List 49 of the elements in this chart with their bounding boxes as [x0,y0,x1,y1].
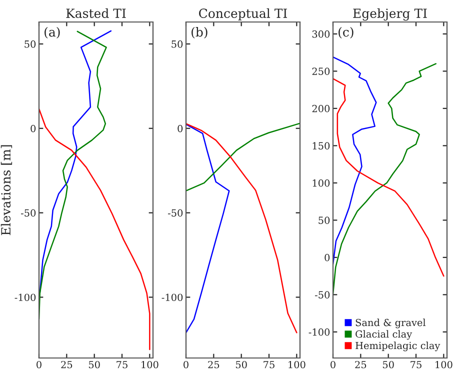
y-tick-label: 250 [312,68,330,76]
legend-label: Glacial clay [356,330,412,340]
line-series [39,108,150,350]
y-tick-label: -100 [162,294,183,302]
x-tick-label: 50 [88,360,100,368]
y-tick-label: 0 [324,254,330,262]
line-series [333,56,377,265]
y-tick-label: 0 [30,124,36,132]
y-axis-title: Elevations [m] [0,145,12,236]
legend-label: Sand & gravel [356,318,426,328]
x-tick-label: 25 [208,360,220,368]
line-series [186,124,230,334]
y-tick-label: -100 [14,294,36,302]
x-tick-label: 50 [382,360,394,368]
line-series [333,63,437,295]
x-tick-label: 100 [288,360,306,368]
x-tick-label: 50 [236,360,247,368]
legend-label: Hemipelagic clay [356,342,440,352]
y-tick-label: -50 [20,209,36,217]
x-tick-label: 0 [36,360,42,368]
chart-title: Egebjerg TI [353,8,427,21]
x-tick-label: 0 [184,360,188,368]
y-tick-label: 200 [312,104,330,112]
y-tick-label: 50 [24,40,36,48]
x-tick-label: 100 [436,360,452,368]
y-tick-label: 100 [312,179,330,187]
x-tick-label: 100 [142,360,158,368]
x-tick-label: 75 [116,361,128,368]
x-tick-label: 75 [410,361,422,368]
line-series [186,123,298,334]
annotation: (a) [44,27,60,38]
y-tick-label: -50 [314,291,330,299]
annotation: (b) [192,27,208,38]
x-tick-label: 0 [330,360,336,368]
y-tick-label: 150 [312,142,330,150]
y-tick-label: -100 [308,328,330,336]
y-tick-label: 50 [172,40,183,48]
x-tick-label: 75 [264,361,274,368]
y-tick-label: 300 [312,30,330,38]
y-tick-label: 50 [318,216,330,224]
line-series [186,122,300,192]
y-tick-label: -50 [168,209,183,217]
x-tick-label: 25 [61,360,72,368]
y-tick-label: 0 [178,124,183,132]
chart-title: Kasted TI [66,8,126,18]
chart-title: Conceptual TI [199,8,287,20]
x-tick-label: 25 [355,360,366,368]
annotation: (c) [338,27,354,38]
line-series [333,78,444,277]
